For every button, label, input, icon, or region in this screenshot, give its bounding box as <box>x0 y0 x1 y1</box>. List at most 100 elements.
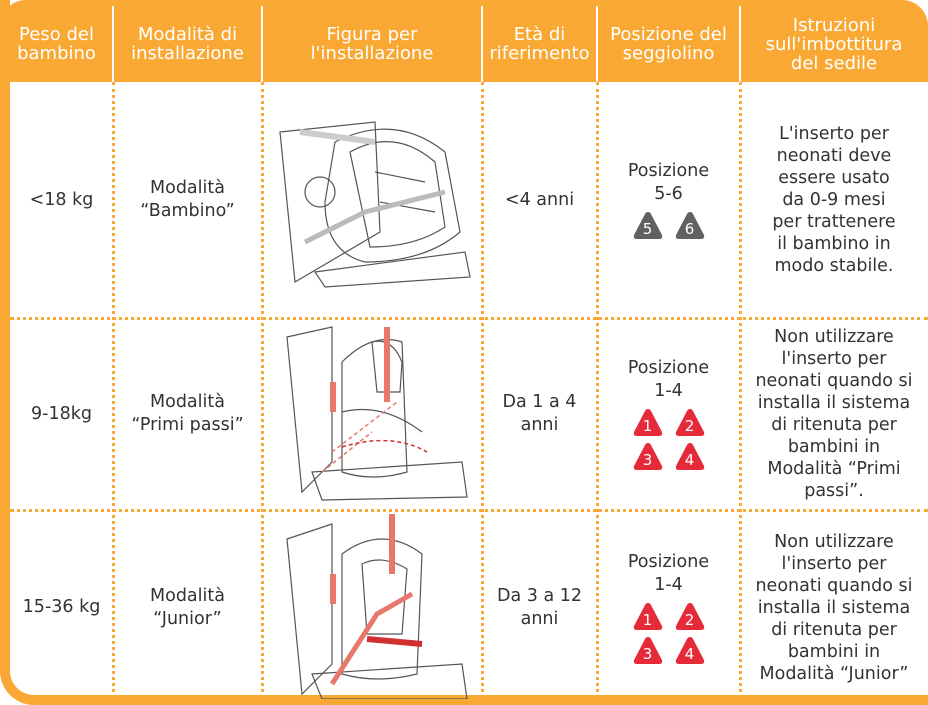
weight-cell: 9-18kg <box>10 318 113 510</box>
instructions-text: installa il sistema <box>757 597 911 618</box>
badge-group: 1 2 3 4 <box>624 601 714 665</box>
position-text: Posizione <box>627 551 710 572</box>
badge-number: 1 <box>642 610 653 629</box>
column-separator <box>739 82 742 705</box>
instructions-cell: Non utilizzare l'inserto per neonati quand… <box>740 318 928 510</box>
mode-cell: Modalità “Primi passi” <box>113 318 262 510</box>
instructions-text: bambini in <box>787 641 881 662</box>
position-text: Posizione <box>627 358 710 378</box>
position-badge: 1 <box>633 601 663 631</box>
illustration-junior <box>286 514 468 699</box>
position-cell: Posizione 5-6 5 6 <box>597 82 740 318</box>
header-separator <box>596 6 598 82</box>
position-cell: Posizione 1-4 1 2 3 4 <box>597 510 740 705</box>
instructions-text: modo stabile. <box>774 256 894 276</box>
position-badge: 6 <box>675 210 705 240</box>
badge-number: 6 <box>684 220 695 238</box>
weight-cell: 15-36 kg <box>10 510 113 705</box>
header-text: Peso del <box>19 24 94 45</box>
position-badge: 2 <box>675 407 705 437</box>
weight-text: <18 kg <box>29 189 94 210</box>
instructions-text: da 0-9 mesi <box>782 190 886 210</box>
badge-number: 3 <box>642 644 653 663</box>
header-text: seggiolino <box>622 43 715 64</box>
age-text: <4 anni <box>504 189 575 210</box>
badge-group: 1 2 3 4 <box>624 407 714 471</box>
position-badge: 3 <box>633 441 663 471</box>
column-separator <box>481 82 484 705</box>
age-text: anni <box>520 608 559 629</box>
position-badge: 2 <box>675 601 705 631</box>
header-text: Istruzioni <box>792 14 876 36</box>
instructions-text: Non utilizzare <box>774 531 894 552</box>
badge-number: 1 <box>642 417 653 435</box>
header-cell: Posizione del seggiolino <box>597 6 740 82</box>
header-cell: Età di riferimento <box>482 6 597 82</box>
header-separator <box>739 6 741 82</box>
instructions-text: passi”. <box>804 481 864 501</box>
position-badge: 4 <box>675 441 705 471</box>
instructions-text: per trattenere <box>772 212 896 232</box>
instructions-text: bambini in <box>787 437 881 457</box>
row-separator <box>10 317 928 320</box>
position-text: Posizione <box>627 161 710 181</box>
age-text: Da 3 a 12 <box>496 585 582 606</box>
header-cell: Modalità di installazione <box>113 6 262 82</box>
header-text: bambino <box>17 43 96 64</box>
header-cell: Peso del bambino <box>0 6 113 82</box>
row-separator <box>10 509 928 512</box>
instructions-cell: L'inserto per neonati deve essere usato da … <box>740 82 928 318</box>
header-text: sull'imbottitura <box>765 33 903 55</box>
weight-cell: <18 kg <box>10 82 113 318</box>
position-badge: 3 <box>633 635 663 665</box>
header-separator <box>481 6 483 82</box>
instructions-text: Non utilizzare <box>774 327 894 347</box>
header-cell: Istruzioni sull'imbottitura del sedile <box>740 6 928 82</box>
age-cell: Da 1 a 4 anni <box>482 318 597 510</box>
illustration-primi-passi <box>286 326 468 501</box>
instructions-text: Modalità “Junior” <box>759 663 909 684</box>
mode-text: Modalità <box>150 392 225 412</box>
header-text: Figura per <box>326 24 418 45</box>
badge-number: 5 <box>642 220 653 238</box>
header-text: Posizione del <box>610 24 727 45</box>
instructions-text: neonati deve <box>776 146 892 166</box>
header-text: riferimento <box>489 43 590 64</box>
age-cell: <4 anni <box>482 82 597 318</box>
column-separator <box>596 82 599 705</box>
position-badge: 1 <box>633 407 663 437</box>
header-text: l'installazione <box>310 43 434 64</box>
instructions-text: il bambino in <box>777 234 891 254</box>
position-badge: 4 <box>675 635 705 665</box>
instructions-text: Modalità “Primi <box>767 459 901 479</box>
instructions-text: neonati quando si <box>755 371 913 391</box>
age-cell: Da 3 a 12 anni <box>482 510 597 705</box>
header-text: Modalità di <box>137 24 238 45</box>
age-text: anni <box>520 415 559 435</box>
age-text: Da 1 a 4 <box>502 392 577 412</box>
header-separator <box>112 6 114 82</box>
header-text: Età di <box>513 24 566 45</box>
mode-text: Modalità <box>150 585 225 606</box>
header-text: installazione <box>131 43 244 64</box>
position-cell: Posizione 1-4 1 2 3 4 <box>597 318 740 510</box>
weight-text: 15-36 kg <box>22 597 101 617</box>
badge-number: 2 <box>684 417 695 435</box>
position-text: 5-6 <box>654 184 683 204</box>
mode-text: Modalità <box>150 178 225 198</box>
instructions-text: neonati quando si <box>755 575 913 596</box>
instructions-text: di ritenuta per <box>771 415 897 435</box>
instructions-text: installa il sistema <box>757 393 911 413</box>
mode-text: “Junior” <box>153 608 222 629</box>
position-text: 1-4 <box>654 381 683 401</box>
mode-text: “Bambino” <box>140 201 235 221</box>
mode-text: “Primi passi” <box>131 415 244 435</box>
instructions-cell: Non utilizzare l'inserto per neonati quand… <box>740 510 928 705</box>
mode-cell: Modalità “Bambino” <box>113 82 262 318</box>
table-header <box>0 0 928 82</box>
column-separator <box>112 82 115 705</box>
header-cell: Figura per l'installazione <box>262 6 482 82</box>
instructions-text: di ritenuta per <box>771 619 897 640</box>
